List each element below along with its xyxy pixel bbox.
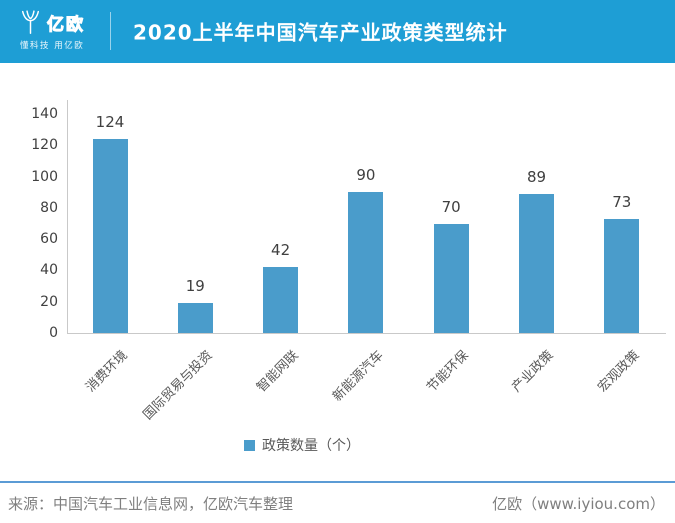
y-axis-tick-label: 60 xyxy=(40,231,58,248)
logo-wordmark: 亿欧 xyxy=(47,14,85,35)
bar-value-label: 124 xyxy=(95,113,125,132)
bar xyxy=(263,267,299,333)
brand-logo: 亿欧 懂科技 用亿欧 xyxy=(20,9,85,51)
bar xyxy=(348,192,384,333)
header-divider xyxy=(110,12,111,50)
x-axis-category-label: 消费环境 xyxy=(83,348,131,396)
x-axis-category-label: 产业政策 xyxy=(509,348,558,396)
bar-chart: 政策数量（个） 0 20 40 60 80 100 120 140 124 消费环境 19 国际贸易与… xyxy=(0,63,675,481)
y-axis-tick-label: 100 xyxy=(31,168,58,185)
x-axis-category-label: 国际贸易与投资 xyxy=(140,348,216,423)
bar-value-label: 42 xyxy=(271,241,291,260)
bar xyxy=(519,193,554,333)
bar-value-label: 70 xyxy=(441,197,461,216)
logo-tagline: 懂科技 用亿欧 xyxy=(20,41,85,51)
legend-color-swatch xyxy=(244,439,255,451)
y-axis-line xyxy=(67,100,68,334)
footer-source-text: 来源：中国汽车工业信息网，亿欧汽车整理 xyxy=(8,495,294,513)
yiou-logo-icon xyxy=(21,10,40,35)
footer-brand-text: 亿欧（www.iyiou.com） xyxy=(492,495,665,513)
y-axis-tick-label: 20 xyxy=(40,293,58,310)
bar-value-label: 73 xyxy=(612,192,632,211)
chart-legend: 政策数量（个） xyxy=(244,435,360,455)
bar-value-label: 89 xyxy=(526,167,547,186)
x-axis-line xyxy=(67,333,666,334)
y-axis-tick-label: 120 xyxy=(31,137,58,154)
legend-label: 政策数量（个） xyxy=(262,438,360,454)
y-axis-tick-label: 0 xyxy=(49,325,58,341)
x-axis-category-label: 宏观政策 xyxy=(595,348,643,396)
header-banner: 亿欧 懂科技 用亿欧 2020上半年中国汽车产业政策类型统计 xyxy=(0,0,675,63)
bar-value-label: 90 xyxy=(356,166,376,185)
x-axis-category-label: 新能源汽车 xyxy=(329,348,387,405)
y-axis-tick-label: 40 xyxy=(40,262,58,279)
page-title: 2020上半年中国汽车产业政策类型统计 xyxy=(133,20,508,45)
y-axis-tick-label: 140 xyxy=(31,106,58,122)
y-axis-tick-label: 80 xyxy=(40,199,58,216)
bar-value-label: 19 xyxy=(185,277,205,296)
bar xyxy=(177,303,213,333)
footer-divider-line xyxy=(0,481,675,483)
bar xyxy=(92,139,128,333)
bar xyxy=(433,223,469,333)
bar xyxy=(604,218,640,333)
x-axis-category-label: 节能环保 xyxy=(424,348,472,396)
x-axis-category-label: 智能网联 xyxy=(253,348,302,396)
